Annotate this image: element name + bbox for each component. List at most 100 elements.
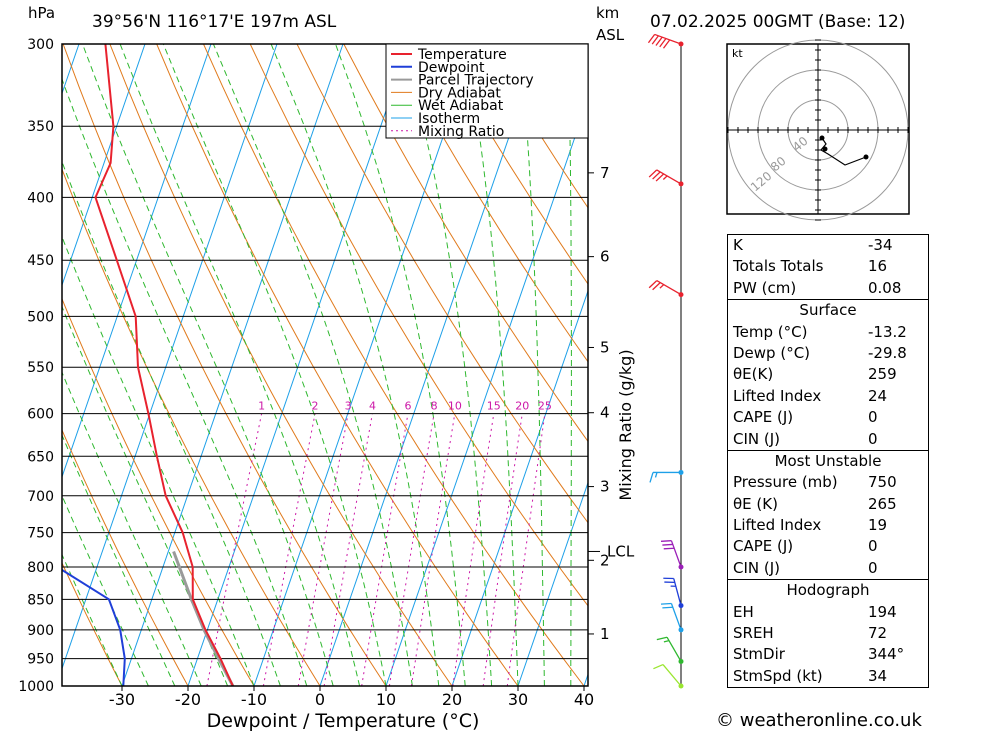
isotherm-line xyxy=(0,44,13,686)
temperature-line xyxy=(94,44,234,686)
isotherm-line xyxy=(187,44,410,686)
dry-adiabat-line xyxy=(62,561,123,686)
pressure-unit-label: hPa xyxy=(28,4,56,22)
stats-value: -13.2 xyxy=(868,322,907,341)
surface-section: Surface Temp (°C) -13.2 Dewp (°C) -29.8 θE(K… xyxy=(728,299,928,450)
temperature-tick-label: -30 xyxy=(109,690,135,709)
wind-barb-shaft xyxy=(654,33,682,45)
location-title: 39°56'N 116°17'E 197m ASL xyxy=(92,12,337,32)
isotherm-line xyxy=(451,289,588,686)
dry-adiabat-line xyxy=(390,44,588,363)
wind-barb-half-flag xyxy=(654,472,658,478)
mixing-ratio-label: 4 xyxy=(369,400,376,413)
stats-value: 16 xyxy=(868,257,888,276)
mixing-ratio-label: 20 xyxy=(515,400,529,413)
mixing-ratio-line xyxy=(452,413,495,686)
stats-row: StmSpd (kt) 34 xyxy=(728,666,928,687)
wind-barb-flag xyxy=(651,35,659,45)
wet-adiabat-line xyxy=(519,44,545,686)
legend-label: Isotherm xyxy=(418,111,480,127)
lcl-label: LCL xyxy=(607,542,635,560)
wet-adiabat-line xyxy=(335,44,466,686)
wind-barb-flag xyxy=(648,280,658,289)
stats-label: CAPE (J) xyxy=(733,408,794,427)
most-unstable-title: Most Unstable xyxy=(774,451,882,470)
mixing-ratio-label: 2 xyxy=(312,400,319,413)
stats-value: -29.8 xyxy=(868,343,907,362)
site-credit[interactable]: © weatheronline.co.uk xyxy=(716,710,922,731)
stats-row: θE(K) 259 xyxy=(728,364,928,385)
wind-barb-half-flag xyxy=(662,175,668,180)
stats-label: Lifted Index xyxy=(733,386,822,405)
mixing-ratio-line xyxy=(262,413,316,686)
mixing-ratio-label: 25 xyxy=(538,400,552,413)
mixing-ratio-label: 1 xyxy=(258,400,265,413)
wind-barb-flag xyxy=(656,636,668,641)
isotherm-line xyxy=(62,44,212,479)
plot-frame xyxy=(61,43,589,687)
stats-value: 259 xyxy=(868,365,897,384)
wind-barb-shaft xyxy=(656,169,682,185)
stats-row: K -34 xyxy=(728,235,928,256)
isotherm-line xyxy=(62,44,146,287)
pressure-tick-label: 450 xyxy=(27,253,54,269)
wet-adiabat-line xyxy=(119,44,361,686)
wet-adiabat-line xyxy=(62,433,176,686)
isotherm-line xyxy=(319,44,542,686)
stats-row: Totals Totals 16 xyxy=(728,256,928,277)
km-tick-label: 1 xyxy=(600,625,610,643)
pressure-tick-label: 650 xyxy=(27,449,54,465)
pressure-tick-label: 350 xyxy=(27,119,54,135)
wind-barb-flag xyxy=(652,171,661,180)
temperature-tick-label: -10 xyxy=(241,690,267,709)
pressure-axis: 300 350 400 450 500 550 600 650 700 750 800 850 900 9… xyxy=(18,37,54,695)
dry-adiabat-line xyxy=(203,44,585,686)
dry-adiabat-line xyxy=(343,44,588,443)
wind-barb-flag xyxy=(663,547,675,550)
pressure-tick-label: 850 xyxy=(27,592,54,608)
stats-value: 72 xyxy=(868,624,888,643)
asl-label: ASL xyxy=(596,26,625,44)
stats-value: 24 xyxy=(868,386,888,405)
parcel-trajectory xyxy=(172,550,235,686)
stats-label: SREH xyxy=(733,624,774,643)
mixing-ratio-line xyxy=(361,413,409,686)
stats-label: Lifted Index xyxy=(733,516,822,535)
stats-value: 0.08 xyxy=(868,278,902,297)
stats-label: EH xyxy=(733,602,754,621)
hodograph-stats-title: Hodograph xyxy=(786,581,870,600)
temperature-tick-label: 10 xyxy=(376,690,396,709)
mixing-ratio-label: 8 xyxy=(431,400,438,413)
stats-value: 265 xyxy=(868,494,897,513)
stats-value: 344° xyxy=(868,645,905,664)
temperature-tick-label: 30 xyxy=(508,690,528,709)
mixing-ratio-line xyxy=(323,413,373,686)
wind-barb-flag xyxy=(655,36,663,46)
stats-value: 19 xyxy=(868,516,888,535)
wind-barb-flag xyxy=(660,540,672,542)
wind-barb-flag xyxy=(653,663,664,670)
stats-label: Dewp (°C) xyxy=(733,343,811,362)
pressure-tick-label: 800 xyxy=(27,560,54,576)
stats-row: CAPE (J) 0 xyxy=(728,536,928,557)
stats-row: StmDir 344° xyxy=(728,644,928,665)
stats-value: 194 xyxy=(868,602,897,621)
stats-value: 0 xyxy=(868,429,878,448)
wet-adiabat-line xyxy=(62,494,149,686)
stats-label: θE(K) xyxy=(733,365,774,384)
wet-adiabat-line xyxy=(464,44,519,686)
isotherm-lines xyxy=(0,44,588,686)
wet-adiabat-line xyxy=(162,44,387,686)
stats-row: Lifted Index 19 xyxy=(728,515,928,536)
stats-value: 0 xyxy=(868,558,878,577)
stats-table: K -34 Totals Totals 16 PW (cm) 0.08 Surface T… xyxy=(727,234,929,689)
stats-value: -34 xyxy=(868,236,893,254)
hodograph-unit-label: kt xyxy=(732,47,743,60)
wind-barb-flag xyxy=(659,38,667,48)
legend-label: Dewpoint xyxy=(418,60,485,76)
stats-label: θE (K) xyxy=(733,494,778,513)
wind-profile xyxy=(647,33,684,689)
